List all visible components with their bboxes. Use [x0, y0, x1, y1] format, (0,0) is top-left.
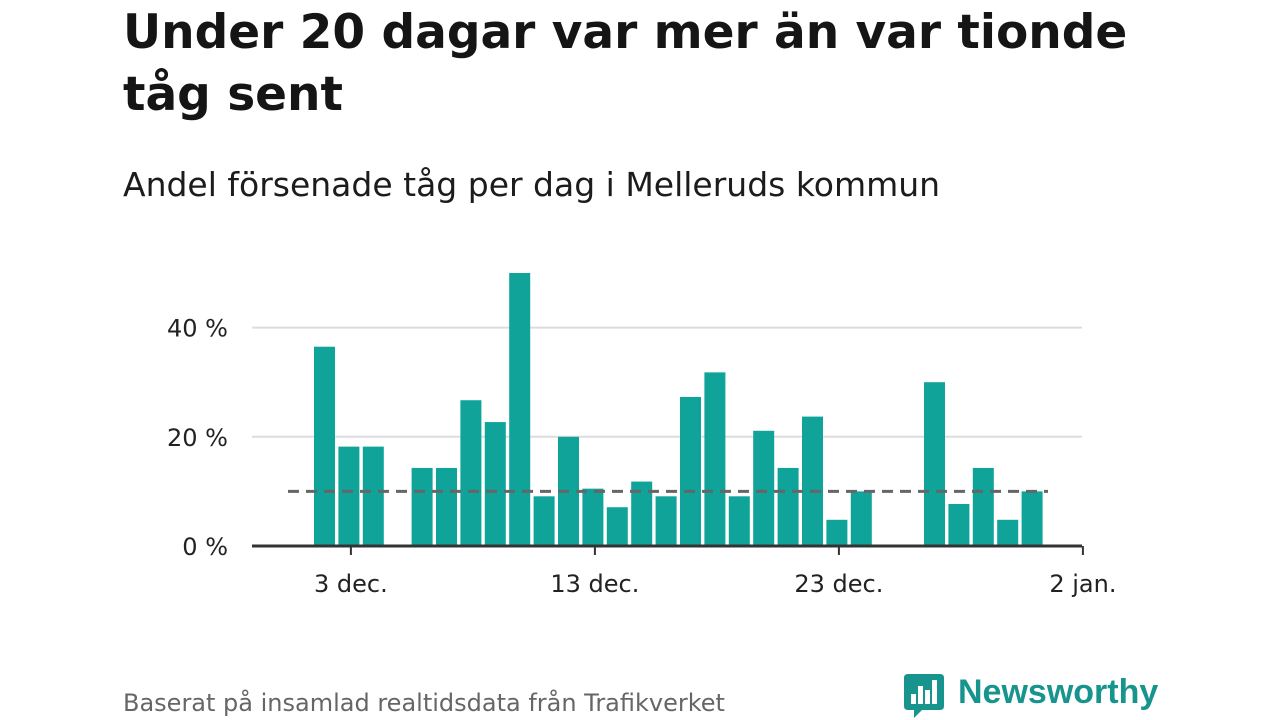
y-tick-label: 40 % [167, 315, 228, 343]
bar [680, 396, 701, 546]
bar [777, 467, 799, 546]
bar [826, 519, 848, 546]
bar [948, 503, 970, 546]
bar [850, 491, 872, 546]
y-tick-label: 20 % [167, 424, 228, 452]
bar-chart: 0 % 20 % 40 % 3 dec. 13 dec. 23 dec. 2 jan. [167, 273, 1116, 598]
bar [314, 346, 335, 546]
bar [338, 446, 360, 546]
bar [972, 467, 994, 546]
x-tick-label: 3 dec. [314, 570, 388, 598]
chart-title: Under 20 dagar var mer än var tionde tåg… [123, 5, 1128, 122]
bar [606, 507, 628, 546]
chart-subtitle: Andel försenade tåg per dag i Melleruds … [123, 165, 941, 204]
bar [509, 273, 531, 546]
bar [997, 519, 1019, 546]
bar [728, 496, 750, 546]
bar [411, 467, 433, 546]
axes: 0 % 20 % 40 % 3 dec. 13 dec. 23 dec. 2 jan. [167, 315, 1116, 598]
bar [753, 430, 775, 546]
x-tick-label: 2 jan. [1049, 570, 1116, 598]
bar [924, 382, 945, 546]
bars [314, 273, 1043, 546]
bar [436, 467, 457, 546]
y-tick-label: 0 % [182, 533, 228, 561]
bar [655, 496, 677, 546]
grid-lines [252, 326, 1082, 438]
x-tick-label: 23 dec. [794, 570, 883, 598]
brand-name: Newsworthy [958, 673, 1159, 711]
source-note: Baserat på insamlad realtidsdata från Tr… [123, 689, 725, 717]
bar [631, 481, 653, 546]
bar [582, 488, 604, 546]
bar [1021, 491, 1043, 546]
x-tick-label: 13 dec. [550, 570, 639, 598]
newsworthy-logo-icon [904, 674, 944, 718]
bar [533, 496, 555, 546]
bar [460, 400, 482, 546]
bar [484, 422, 506, 546]
bar [704, 372, 726, 546]
bar [802, 416, 823, 546]
bar [362, 446, 384, 546]
